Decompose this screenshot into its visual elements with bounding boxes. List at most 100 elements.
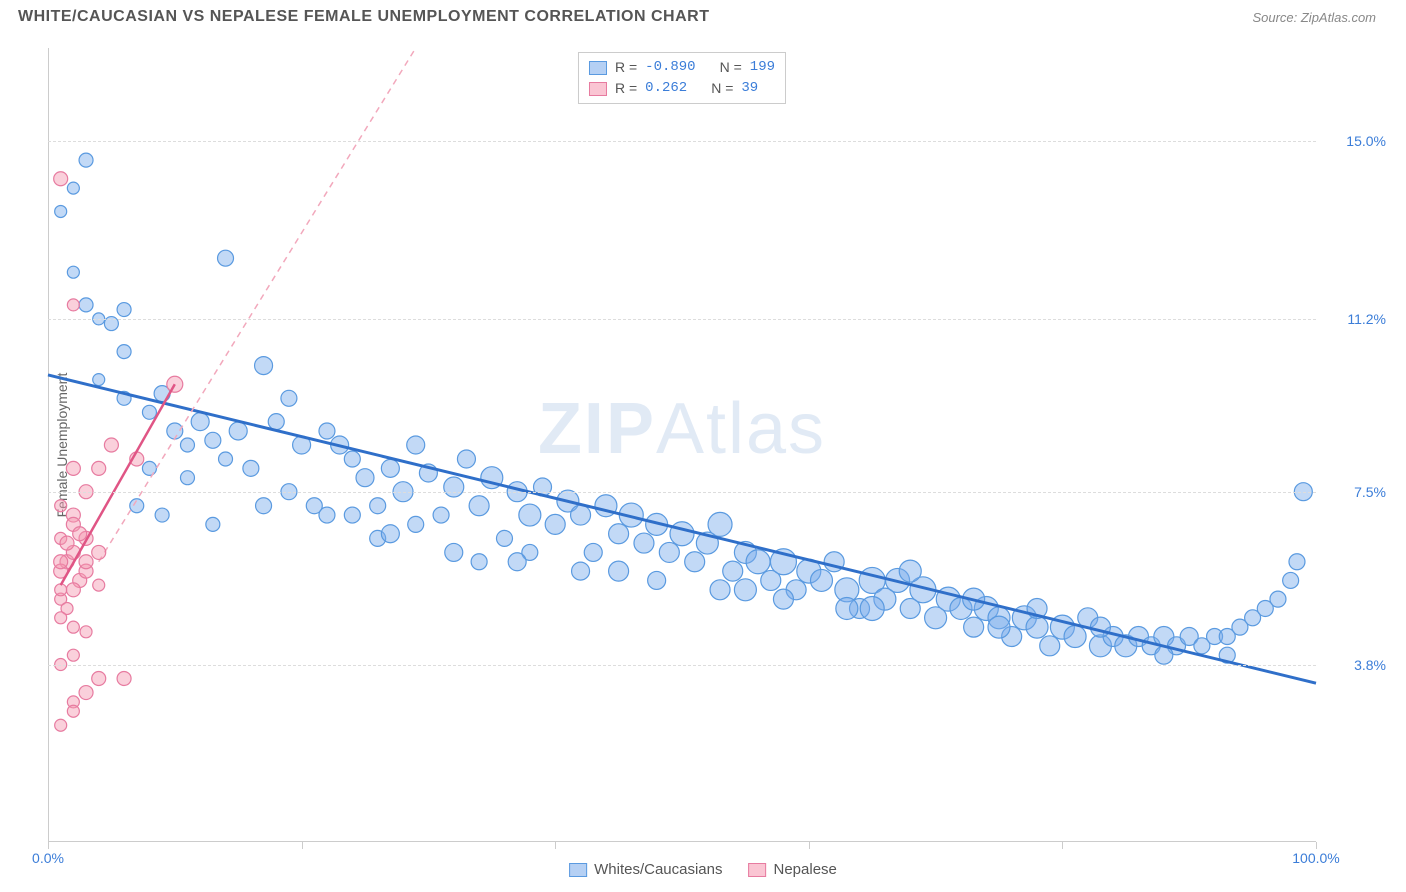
data-point bbox=[1090, 617, 1110, 637]
x-tick-mark bbox=[809, 842, 810, 849]
data-point bbox=[117, 672, 131, 686]
data-point bbox=[55, 500, 67, 512]
n-value: 199 bbox=[750, 57, 775, 78]
x-tick-mark bbox=[302, 842, 303, 849]
data-point bbox=[381, 525, 399, 543]
data-point bbox=[469, 496, 489, 516]
legend-series-label: Nepalese bbox=[774, 861, 837, 878]
data-point bbox=[80, 626, 92, 638]
data-point bbox=[205, 432, 221, 448]
data-point bbox=[408, 516, 424, 532]
y-tick-label: 11.2% bbox=[1326, 311, 1386, 327]
data-point bbox=[79, 298, 93, 312]
chart-plot-area: Female Unemployment ZIPAtlas R =-0.890N … bbox=[48, 48, 1316, 842]
data-point bbox=[545, 514, 565, 534]
r-value: 0.262 bbox=[645, 78, 687, 99]
data-point bbox=[609, 561, 629, 581]
data-point bbox=[79, 555, 93, 569]
data-point bbox=[66, 583, 80, 597]
data-point bbox=[93, 579, 105, 591]
data-point bbox=[609, 524, 629, 544]
data-point bbox=[104, 438, 118, 452]
n-label: N = bbox=[720, 57, 742, 78]
y-tick-label: 3.8% bbox=[1326, 657, 1386, 673]
data-point bbox=[708, 512, 732, 536]
data-point bbox=[571, 505, 591, 525]
data-point bbox=[142, 405, 156, 419]
data-point bbox=[180, 471, 194, 485]
data-point bbox=[508, 553, 526, 571]
data-point bbox=[66, 461, 80, 475]
data-point bbox=[268, 414, 284, 430]
data-point bbox=[60, 536, 74, 550]
grid-line-h bbox=[48, 319, 1316, 320]
data-point bbox=[167, 423, 183, 439]
data-point bbox=[117, 303, 131, 317]
legend-swatch bbox=[749, 863, 767, 877]
data-point bbox=[685, 552, 705, 572]
data-point bbox=[344, 507, 360, 523]
data-point bbox=[407, 436, 425, 454]
data-point bbox=[836, 597, 858, 619]
data-point bbox=[1270, 591, 1286, 607]
data-point bbox=[899, 560, 921, 582]
y-tick-label: 15.0% bbox=[1326, 133, 1386, 149]
data-point bbox=[319, 507, 335, 523]
data-point bbox=[381, 459, 399, 477]
data-point bbox=[206, 517, 220, 531]
data-point bbox=[281, 390, 297, 406]
source-attribution: Source: ZipAtlas.com bbox=[1252, 10, 1376, 25]
data-point bbox=[1283, 572, 1299, 588]
series-legend: Whites/Caucasians Nepalese bbox=[569, 861, 837, 878]
legend-stat-row: R =-0.890N =199 bbox=[589, 57, 775, 78]
data-point bbox=[67, 705, 79, 717]
x-tick-mark bbox=[1316, 842, 1317, 849]
data-point bbox=[92, 545, 106, 559]
data-point bbox=[860, 596, 884, 620]
data-point bbox=[67, 299, 79, 311]
data-point bbox=[964, 617, 984, 637]
data-point bbox=[155, 508, 169, 522]
legend-stat-row: R = 0.262N = 39 bbox=[589, 78, 775, 99]
data-point bbox=[319, 423, 335, 439]
x-tick-mark bbox=[1062, 842, 1063, 849]
data-point bbox=[659, 542, 679, 562]
data-point bbox=[55, 719, 67, 731]
data-point bbox=[79, 153, 93, 167]
legend-series-item: Whites/Caucasians bbox=[569, 861, 722, 878]
data-point bbox=[445, 543, 463, 561]
grid-line-h bbox=[48, 492, 1316, 493]
data-point bbox=[117, 345, 131, 359]
data-point bbox=[1026, 616, 1048, 638]
header-bar: WHITE/CAUCASIAN VS NEPALESE FEMALE UNEMP… bbox=[0, 0, 1406, 30]
data-point bbox=[229, 422, 247, 440]
data-point bbox=[584, 543, 602, 561]
data-point bbox=[219, 452, 233, 466]
data-point bbox=[92, 461, 106, 475]
grid-line-h bbox=[48, 141, 1316, 142]
data-point bbox=[55, 612, 67, 624]
data-point bbox=[734, 579, 756, 601]
data-point bbox=[191, 413, 209, 431]
data-point bbox=[433, 507, 449, 523]
data-point bbox=[370, 498, 386, 514]
data-point bbox=[54, 172, 68, 186]
x-tick-label: 0.0% bbox=[32, 850, 64, 866]
data-point bbox=[218, 250, 234, 266]
data-point bbox=[54, 555, 68, 569]
data-point bbox=[180, 438, 194, 452]
x-tick-mark bbox=[555, 842, 556, 849]
correlation-legend: R =-0.890N =199R = 0.262N = 39 bbox=[578, 52, 786, 104]
data-point bbox=[92, 672, 106, 686]
data-point bbox=[572, 562, 590, 580]
legend-series-label: Whites/Caucasians bbox=[594, 861, 722, 878]
n-label: N = bbox=[711, 78, 733, 99]
data-point bbox=[55, 205, 67, 217]
data-point bbox=[67, 182, 79, 194]
data-point bbox=[1064, 625, 1086, 647]
grid-line-h bbox=[48, 665, 1316, 666]
data-point bbox=[773, 589, 793, 609]
regression-line bbox=[48, 375, 1316, 683]
data-point bbox=[746, 550, 770, 574]
scatter-svg bbox=[48, 48, 1316, 842]
